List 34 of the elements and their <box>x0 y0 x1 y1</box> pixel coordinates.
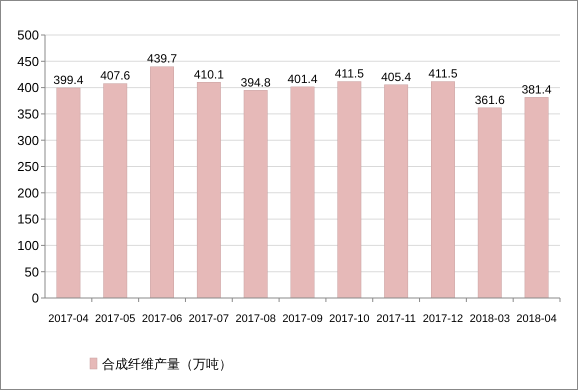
y-tick-label: 400 <box>17 80 39 96</box>
data-label: 439.7 <box>147 52 178 66</box>
data-label: 381.4 <box>522 82 552 96</box>
y-tick-label: 300 <box>17 132 39 148</box>
x-tick-label: 2017-05 <box>95 313 136 325</box>
data-label: 411.5 <box>334 66 364 81</box>
x-tick-label: 2017-09 <box>282 313 323 325</box>
y-tick-label: 500 <box>17 28 39 43</box>
data-label: 394.8 <box>240 75 272 90</box>
y-tick-label: 50 <box>24 264 39 280</box>
data-label: 407.6 <box>100 68 131 83</box>
data-label: 401.4 <box>287 72 318 86</box>
y-tick-label: 0 <box>32 290 39 306</box>
legend-label: 合成纤维产量（万吨） <box>102 356 232 372</box>
x-tick-label: 2017-11 <box>376 313 416 325</box>
x-tick-label: 2017-06 <box>142 313 182 325</box>
x-tick-label: 2018-04 <box>516 313 557 325</box>
x-tick-label: 2017-07 <box>188 313 230 325</box>
y-tick-label: 200 <box>17 185 39 200</box>
x-tick-label: 2017-12 <box>422 313 464 325</box>
x-tick-label: 2018-03 <box>470 313 510 325</box>
y-tick-label: 350 <box>17 106 39 122</box>
data-label: 405.4 <box>381 70 412 84</box>
y-tick-label: 100 <box>17 238 39 253</box>
x-tick-label: 2017-08 <box>235 313 276 325</box>
data-label: 411.5 <box>428 66 458 81</box>
y-tick-label: 150 <box>17 212 39 227</box>
y-tick-label: 250 <box>17 159 39 174</box>
data-label: 361.6 <box>474 92 506 107</box>
data-label: 399.4 <box>53 72 84 87</box>
x-tick-label: 2017-10 <box>329 313 370 325</box>
data-label: 410.1 <box>194 67 224 82</box>
y-tick-label: 450 <box>17 54 39 69</box>
x-tick-label: 2017-04 <box>48 313 89 325</box>
